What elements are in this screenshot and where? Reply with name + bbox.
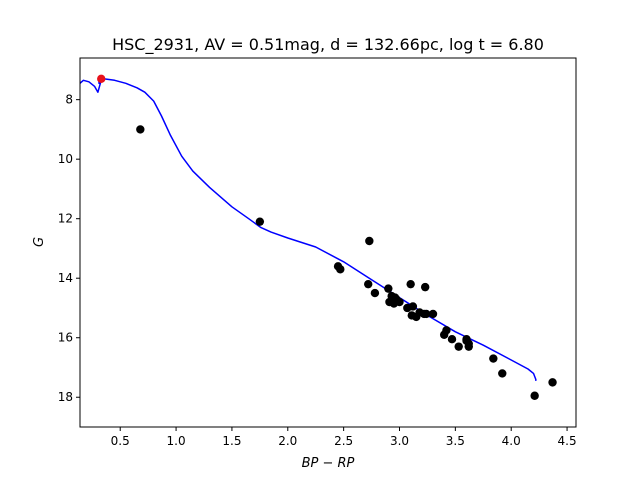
axes-frame (79, 57, 577, 428)
x-tick-label: 4.5 (558, 434, 577, 448)
y-axis-ticks: 8 10 12 14 16 18 (58, 93, 80, 404)
y-tick-label: 8 (65, 93, 73, 107)
x-tick-label: 2.5 (334, 434, 353, 448)
member-point (390, 293, 400, 302)
y-tick-label: 14 (58, 271, 73, 285)
member-point (498, 369, 507, 378)
plot-area (80, 74, 557, 400)
member-point (370, 288, 380, 298)
x-axis-label: BP − RP (302, 456, 355, 471)
x-tick-label: 2.0 (278, 434, 297, 448)
member-point (530, 391, 539, 400)
member-point (364, 279, 373, 289)
member-point (420, 282, 430, 292)
x-tick-label: 1.0 (167, 434, 186, 448)
chart-title: HSC_2931, AV = 0.51mag, d = 132.66pc, lo… (112, 35, 544, 55)
member-point (336, 265, 345, 274)
member-point (442, 326, 451, 335)
x-tick-label: 4.0 (502, 434, 521, 448)
points-layer (97, 74, 557, 400)
x-tick-label: 0.5 (111, 434, 130, 448)
member-point (489, 354, 498, 363)
member-point (255, 217, 265, 226)
member-point (408, 302, 418, 311)
member-point (548, 378, 557, 387)
y-axis-label: G (32, 237, 47, 247)
x-axis-ticks: 0.5 1.0 1.5 2.0 2.5 3.0 3.5 4.0 4.5 (111, 427, 577, 448)
member-point (464, 342, 473, 351)
x-tick-label: 3.5 (446, 434, 465, 448)
y-tick-label: 10 (58, 152, 73, 166)
member-point (422, 309, 431, 319)
member-point (428, 309, 438, 319)
y-tick-label: 16 (58, 331, 73, 345)
isochrone-line (80, 78, 537, 381)
isochrone-layer (80, 78, 537, 381)
member-point (384, 284, 393, 293)
y-tick-label: 18 (58, 390, 73, 404)
y-tick-label: 12 (58, 212, 73, 226)
x-tick-label: 1.5 (222, 434, 241, 448)
highlight-point (97, 74, 106, 84)
member-point (447, 335, 457, 344)
x-tick-label: 3.0 (390, 434, 409, 448)
member-point (365, 236, 374, 246)
member-point (454, 342, 463, 351)
member-point (136, 125, 145, 134)
member-point (406, 279, 415, 289)
